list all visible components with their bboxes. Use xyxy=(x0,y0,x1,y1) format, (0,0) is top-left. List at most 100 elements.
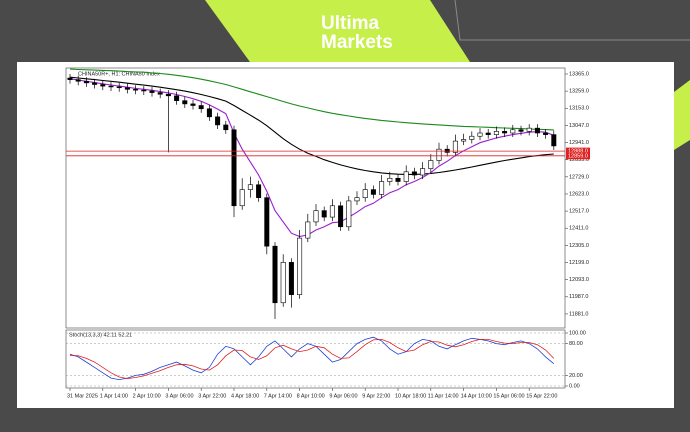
candle-body xyxy=(477,132,483,137)
candle-body xyxy=(272,245,278,304)
candle-body xyxy=(436,148,442,161)
candle-body xyxy=(83,80,89,84)
candle-body xyxy=(485,132,491,135)
level-label: 12859.0 xyxy=(568,153,588,159)
y-tick-label: 12411.0 xyxy=(569,226,588,232)
candle-body xyxy=(256,184,262,198)
candle-body xyxy=(395,177,401,182)
chart-panel xyxy=(17,62,674,408)
x-tick-label: 4 Apr 18:00 xyxy=(231,393,259,399)
accent-band xyxy=(205,0,470,62)
y-tick-label: 13153.0 xyxy=(569,106,589,112)
brand-line1: Ultima xyxy=(321,13,380,34)
indicator-line xyxy=(69,336,555,381)
x-tick-label: 14 Apr 10:00 xyxy=(461,393,492,399)
x-tick-label: 15 Apr 06:00 xyxy=(493,393,524,399)
x-tick-label: 15 Apr 22:00 xyxy=(526,393,557,399)
candle-body xyxy=(231,129,237,207)
candle-body xyxy=(75,79,81,82)
level-label-box xyxy=(566,152,590,160)
candle-body xyxy=(92,82,98,85)
accent-outline xyxy=(454,0,690,41)
indicator-line xyxy=(69,338,555,380)
candle-body xyxy=(305,221,311,239)
accent-side xyxy=(674,80,690,150)
candle-body xyxy=(239,189,245,207)
candle-body xyxy=(510,129,516,134)
x-tick-label: 7 Apr 14:00 xyxy=(264,393,292,399)
x-tick-label: 11 Apr 14:00 xyxy=(428,393,459,399)
y-tick-label: 12305.0 xyxy=(569,243,589,249)
candle-body xyxy=(403,171,409,182)
candle-body xyxy=(215,116,221,126)
candle-body xyxy=(321,210,327,218)
level-label-box xyxy=(566,147,590,155)
indicator-frame xyxy=(65,329,566,389)
y-tick-label: 12941.0 xyxy=(569,140,589,146)
moving-average xyxy=(69,76,554,175)
candle-body xyxy=(190,103,196,106)
candle-body xyxy=(67,77,73,80)
candle-body xyxy=(133,89,139,91)
candle-body xyxy=(206,108,212,118)
candle-body xyxy=(280,262,286,304)
candle-body xyxy=(452,140,458,153)
candle-body xyxy=(370,189,376,195)
brand-line2: Markets xyxy=(321,32,393,53)
candle-body xyxy=(100,84,106,87)
logo-mark-left xyxy=(293,16,302,46)
y-tick-label: 12517.0 xyxy=(569,209,589,215)
x-tick-label: 9 Apr 22:00 xyxy=(362,393,390,399)
x-tick-label: 8 Apr 10:00 xyxy=(297,393,325,399)
candle-body xyxy=(116,86,122,89)
y-tick-label: 11881.0 xyxy=(569,311,588,317)
y-tick-label: 13047.0 xyxy=(569,123,589,129)
x-tick-label: 2 Apr 10:00 xyxy=(133,393,161,399)
y-tick-label: 80.00 xyxy=(569,341,583,347)
candle-body xyxy=(534,127,540,134)
y-tick-label: 12199.0 xyxy=(569,260,589,266)
x-tick-label: 1 Apr 14:00 xyxy=(100,393,128,399)
logo-mark-right xyxy=(305,22,314,48)
x-tick-label: 9 Apr 06:00 xyxy=(329,393,357,399)
candle-body xyxy=(354,197,360,202)
y-tick-label: 12729.0 xyxy=(569,174,589,180)
x-tick-label: 3 Apr 06:00 xyxy=(165,393,193,399)
candle-body xyxy=(198,105,204,110)
candle-body xyxy=(165,93,171,97)
candle-body xyxy=(223,124,229,131)
y-tick-label: 12623.0 xyxy=(569,191,589,197)
candle-body xyxy=(469,135,475,140)
candle-body xyxy=(157,92,163,95)
candle-body xyxy=(518,129,524,132)
candle-body xyxy=(264,197,270,247)
moving-average xyxy=(69,78,554,238)
y-tick-label: 12835.0 xyxy=(569,157,589,163)
candle-body xyxy=(379,181,385,195)
candle-body xyxy=(108,85,114,88)
candle-body xyxy=(247,184,253,190)
moving-average xyxy=(69,68,554,131)
y-tick-label: 11987.0 xyxy=(569,294,588,300)
candle-body xyxy=(428,160,434,169)
y-tick-label: 13259.0 xyxy=(569,89,589,95)
indicator-title: Stoch(13,3,3) 42.11 52.21 xyxy=(69,332,132,338)
x-tick-label: 10 Apr 18:00 xyxy=(395,393,426,399)
main-plot-frame xyxy=(65,67,566,329)
candle-body xyxy=(124,87,130,90)
y-tick-label: 100.00 xyxy=(569,330,586,336)
candle-body xyxy=(313,210,319,223)
chart-title: CHINA50R+, H1: CHINA50 Index xyxy=(78,71,160,77)
y-tick-label: 20.00 xyxy=(569,373,583,379)
candle-body xyxy=(493,131,499,135)
candle-body xyxy=(387,177,393,182)
candle-body xyxy=(362,189,368,198)
y-tick-label: 13365.0 xyxy=(569,71,589,77)
candle-body xyxy=(461,139,467,142)
candle-body xyxy=(551,134,557,147)
candle-body xyxy=(288,262,294,295)
x-tick-label: 3 Apr 22:00 xyxy=(198,393,226,399)
candle-body xyxy=(141,89,147,92)
